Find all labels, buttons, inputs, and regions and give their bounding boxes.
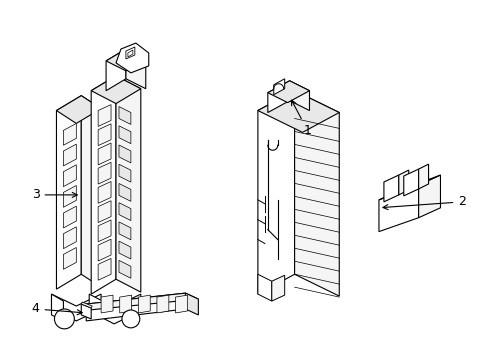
Polygon shape	[81, 304, 91, 319]
Polygon shape	[98, 239, 111, 261]
Polygon shape	[81, 302, 92, 308]
Circle shape	[54, 309, 74, 329]
Polygon shape	[81, 96, 101, 287]
Polygon shape	[63, 165, 76, 186]
Polygon shape	[86, 293, 198, 310]
Polygon shape	[403, 169, 418, 196]
Polygon shape	[257, 274, 271, 301]
Polygon shape	[267, 81, 309, 103]
Polygon shape	[271, 275, 284, 301]
Polygon shape	[98, 162, 111, 184]
Polygon shape	[63, 227, 76, 249]
Polygon shape	[98, 181, 111, 203]
Polygon shape	[63, 247, 76, 269]
Polygon shape	[378, 185, 418, 231]
Polygon shape	[138, 295, 150, 313]
Polygon shape	[63, 144, 76, 166]
Polygon shape	[120, 295, 131, 313]
Polygon shape	[51, 294, 63, 321]
Polygon shape	[116, 76, 141, 292]
Circle shape	[122, 310, 140, 328]
Polygon shape	[98, 105, 111, 126]
Polygon shape	[175, 295, 187, 313]
Polygon shape	[119, 260, 131, 278]
Polygon shape	[119, 222, 131, 240]
Polygon shape	[63, 206, 76, 228]
Polygon shape	[98, 143, 111, 165]
Polygon shape	[86, 293, 185, 321]
Polygon shape	[257, 91, 339, 132]
Polygon shape	[267, 81, 289, 113]
Polygon shape	[98, 220, 111, 242]
Polygon shape	[119, 203, 131, 221]
Polygon shape	[398, 170, 408, 195]
Polygon shape	[119, 145, 131, 163]
Polygon shape	[63, 123, 76, 145]
Polygon shape	[98, 258, 111, 280]
Polygon shape	[51, 294, 101, 321]
Text: 4: 4	[32, 302, 82, 315]
Polygon shape	[119, 164, 131, 182]
Polygon shape	[91, 76, 141, 104]
Polygon shape	[289, 81, 309, 111]
Polygon shape	[185, 293, 198, 315]
Polygon shape	[56, 96, 81, 289]
Polygon shape	[98, 124, 111, 146]
Polygon shape	[157, 295, 168, 313]
Polygon shape	[119, 107, 131, 125]
Polygon shape	[63, 185, 76, 207]
Polygon shape	[294, 91, 339, 296]
Text: 1: 1	[291, 100, 311, 137]
Text: 2: 2	[382, 195, 465, 210]
Polygon shape	[126, 47, 135, 59]
Polygon shape	[106, 49, 126, 91]
Polygon shape	[116, 43, 148, 73]
Polygon shape	[98, 201, 111, 222]
Text: 3: 3	[32, 188, 77, 201]
Polygon shape	[119, 126, 131, 144]
Polygon shape	[418, 164, 427, 189]
Polygon shape	[273, 79, 284, 95]
Polygon shape	[383, 175, 398, 202]
Polygon shape	[257, 91, 294, 294]
Polygon shape	[119, 184, 131, 201]
Polygon shape	[126, 49, 145, 89]
Polygon shape	[378, 175, 440, 200]
Polygon shape	[56, 96, 101, 123]
Polygon shape	[101, 295, 113, 313]
Polygon shape	[89, 294, 141, 324]
Polygon shape	[418, 175, 440, 218]
Polygon shape	[91, 76, 116, 294]
Polygon shape	[106, 49, 145, 71]
Polygon shape	[119, 241, 131, 259]
